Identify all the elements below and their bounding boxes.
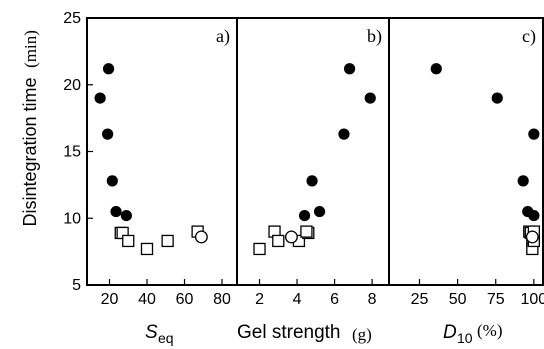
panel-b: 2 4 6 8 b) xyxy=(236,17,390,308)
y-axis-unit: (min) xyxy=(21,30,40,68)
open-square-point xyxy=(140,242,154,256)
x-tick-label: 40 xyxy=(138,291,156,308)
filled-circle-point xyxy=(338,128,350,140)
y-tick-label: 20 xyxy=(63,77,81,94)
open-circle-point xyxy=(194,230,208,244)
panel-c: 25 50 75 100 c) xyxy=(388,17,544,308)
filled-circle-point xyxy=(94,92,106,104)
y-tick-label: 10 xyxy=(63,210,81,227)
filled-circle-point xyxy=(298,209,311,222)
filled-circle-point xyxy=(110,205,122,218)
x-axis-labels: S eq Gel strength (g) D 10 (%) xyxy=(145,321,502,346)
filled-circle-point xyxy=(517,175,529,187)
filled-circle-point xyxy=(364,92,376,104)
panel-b-xlabel: Gel strength xyxy=(237,322,341,343)
panel-a-xlabel-sub: eq xyxy=(158,330,174,346)
y-tick-label: 15 xyxy=(63,144,81,161)
x-tick-label: 2 xyxy=(255,291,264,308)
x-tick-label: 80 xyxy=(213,291,231,308)
y-axis-label: Disintegration time xyxy=(20,77,40,226)
open-circle-point xyxy=(284,230,298,244)
chart-panels: 20 40 60 80 a) 2 4 6 8 b) 25 50 75 100 c) xyxy=(86,17,544,308)
filled-circle-point xyxy=(306,175,318,187)
filled-circle-point xyxy=(528,209,540,222)
open-square-point xyxy=(300,225,313,238)
panel-b-xlabel-unit: (g) xyxy=(352,325,372,344)
filled-circle-point xyxy=(343,63,356,75)
y-axis-ticks: 5 10 15 20 25 xyxy=(63,10,93,294)
x-tick-label: 4 xyxy=(293,291,302,308)
y-tick-label: 5 xyxy=(72,277,81,294)
filled-circle-point xyxy=(106,175,118,187)
x-tick-label: 50 xyxy=(449,291,467,308)
x-tick-label: 75 xyxy=(487,291,505,308)
panel-frame xyxy=(388,17,544,286)
filled-circle-point xyxy=(313,205,326,218)
panel-a-xlabel: S xyxy=(145,322,158,343)
x-tick-label: 6 xyxy=(330,291,339,308)
x-tick-label: 100 xyxy=(520,291,544,308)
filled-circle-point xyxy=(528,128,540,140)
panel-letter: c) xyxy=(522,26,536,47)
x-tick-label: 60 xyxy=(176,291,194,308)
x-tick-label: 20 xyxy=(101,291,119,308)
filled-circle-point xyxy=(430,63,442,75)
panel-c-xlabel-unit: (%) xyxy=(477,321,502,340)
filled-circle-point xyxy=(102,128,114,140)
panel-c-xlabel-sub: 10 xyxy=(457,330,473,346)
open-square-point xyxy=(122,234,135,248)
panel-letter: a) xyxy=(216,26,230,47)
x-tick-label: 8 xyxy=(368,291,377,308)
open-circle-point xyxy=(525,230,539,244)
x-tick-label: 25 xyxy=(411,291,429,308)
panel-a: 20 40 60 80 a) xyxy=(86,17,238,308)
open-square-point xyxy=(253,242,266,256)
panel-c-xlabel: D xyxy=(443,322,457,343)
panel-letter: b) xyxy=(367,26,382,47)
open-square-point xyxy=(272,234,285,248)
open-square-point xyxy=(161,234,174,248)
filled-circle-point xyxy=(491,92,503,104)
filled-circle-point xyxy=(120,209,132,222)
filled-circle-point xyxy=(102,63,115,75)
y-tick-label: 25 xyxy=(63,10,81,27)
